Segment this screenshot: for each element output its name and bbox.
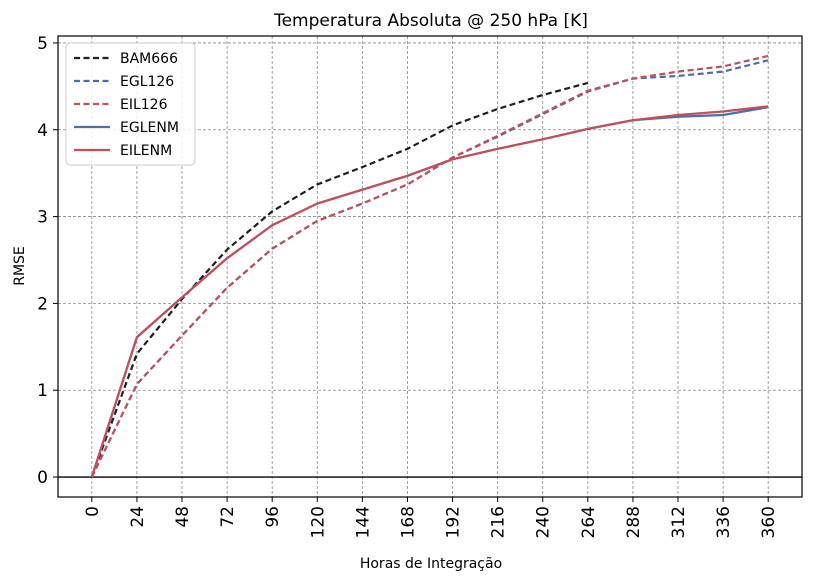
y-tick-label: 2: [37, 294, 48, 314]
x-tick-label: 72: [218, 506, 238, 528]
legend-label-eil126: EIL126: [120, 97, 168, 113]
legend-label-eglenm: EGLENM: [120, 120, 179, 136]
legend-box: [65, 42, 196, 166]
x-tick-label: 144: [353, 506, 373, 538]
series-group: [90, 54, 769, 478]
y-tick-label: 5: [37, 34, 48, 54]
y-axis-label: RMSE: [12, 246, 28, 286]
y-tick-label: 0: [37, 468, 48, 488]
legend: BAM666 EGL126 EIL126 EGLENM EILENM: [65, 42, 196, 166]
chart-title: Temperatura Absoluta @ 250 hPa [K]: [273, 11, 588, 31]
series-line-bam666: [90, 81, 589, 478]
x-axis-ticks: 0 24 48 72 96 120 144 168 192 216 240 264 288 312 336 3…: [83, 497, 779, 538]
legend-label-bam666: BAM666: [120, 51, 178, 67]
legend-label-eilenm: EILENM: [120, 143, 172, 159]
x-tick-label: 192: [444, 506, 464, 538]
y-tick-label: 1: [37, 381, 48, 401]
x-tick-label: 0: [83, 506, 103, 517]
x-tick-label: 336: [714, 506, 734, 538]
x-tick-label: 312: [669, 506, 689, 538]
x-axis-label: Horas de Integração: [360, 556, 502, 572]
legend-label-egl126: EGL126: [120, 74, 174, 90]
x-tick-label: 240: [534, 506, 554, 538]
y-tick-label: 4: [37, 121, 48, 141]
plot-frame: [57, 35, 803, 498]
y-axis-ticks: 0 1 2 3 4 5: [37, 34, 58, 488]
x-tick-label: 24: [128, 506, 148, 528]
y-tick-label: 3: [37, 208, 48, 228]
x-tick-label: 288: [624, 506, 644, 538]
series-line-eilenm: [90, 105, 769, 478]
x-tick-label: 120: [308, 506, 328, 538]
x-tick-label: 96: [263, 506, 283, 528]
x-tick-label: 360: [759, 506, 779, 538]
x-tick-label: 264: [579, 506, 599, 538]
series-line-eil126: [90, 54, 769, 478]
x-tick-label: 48: [173, 506, 193, 528]
x-tick-label: 168: [398, 506, 418, 538]
x-tick-label: 216: [489, 506, 509, 538]
